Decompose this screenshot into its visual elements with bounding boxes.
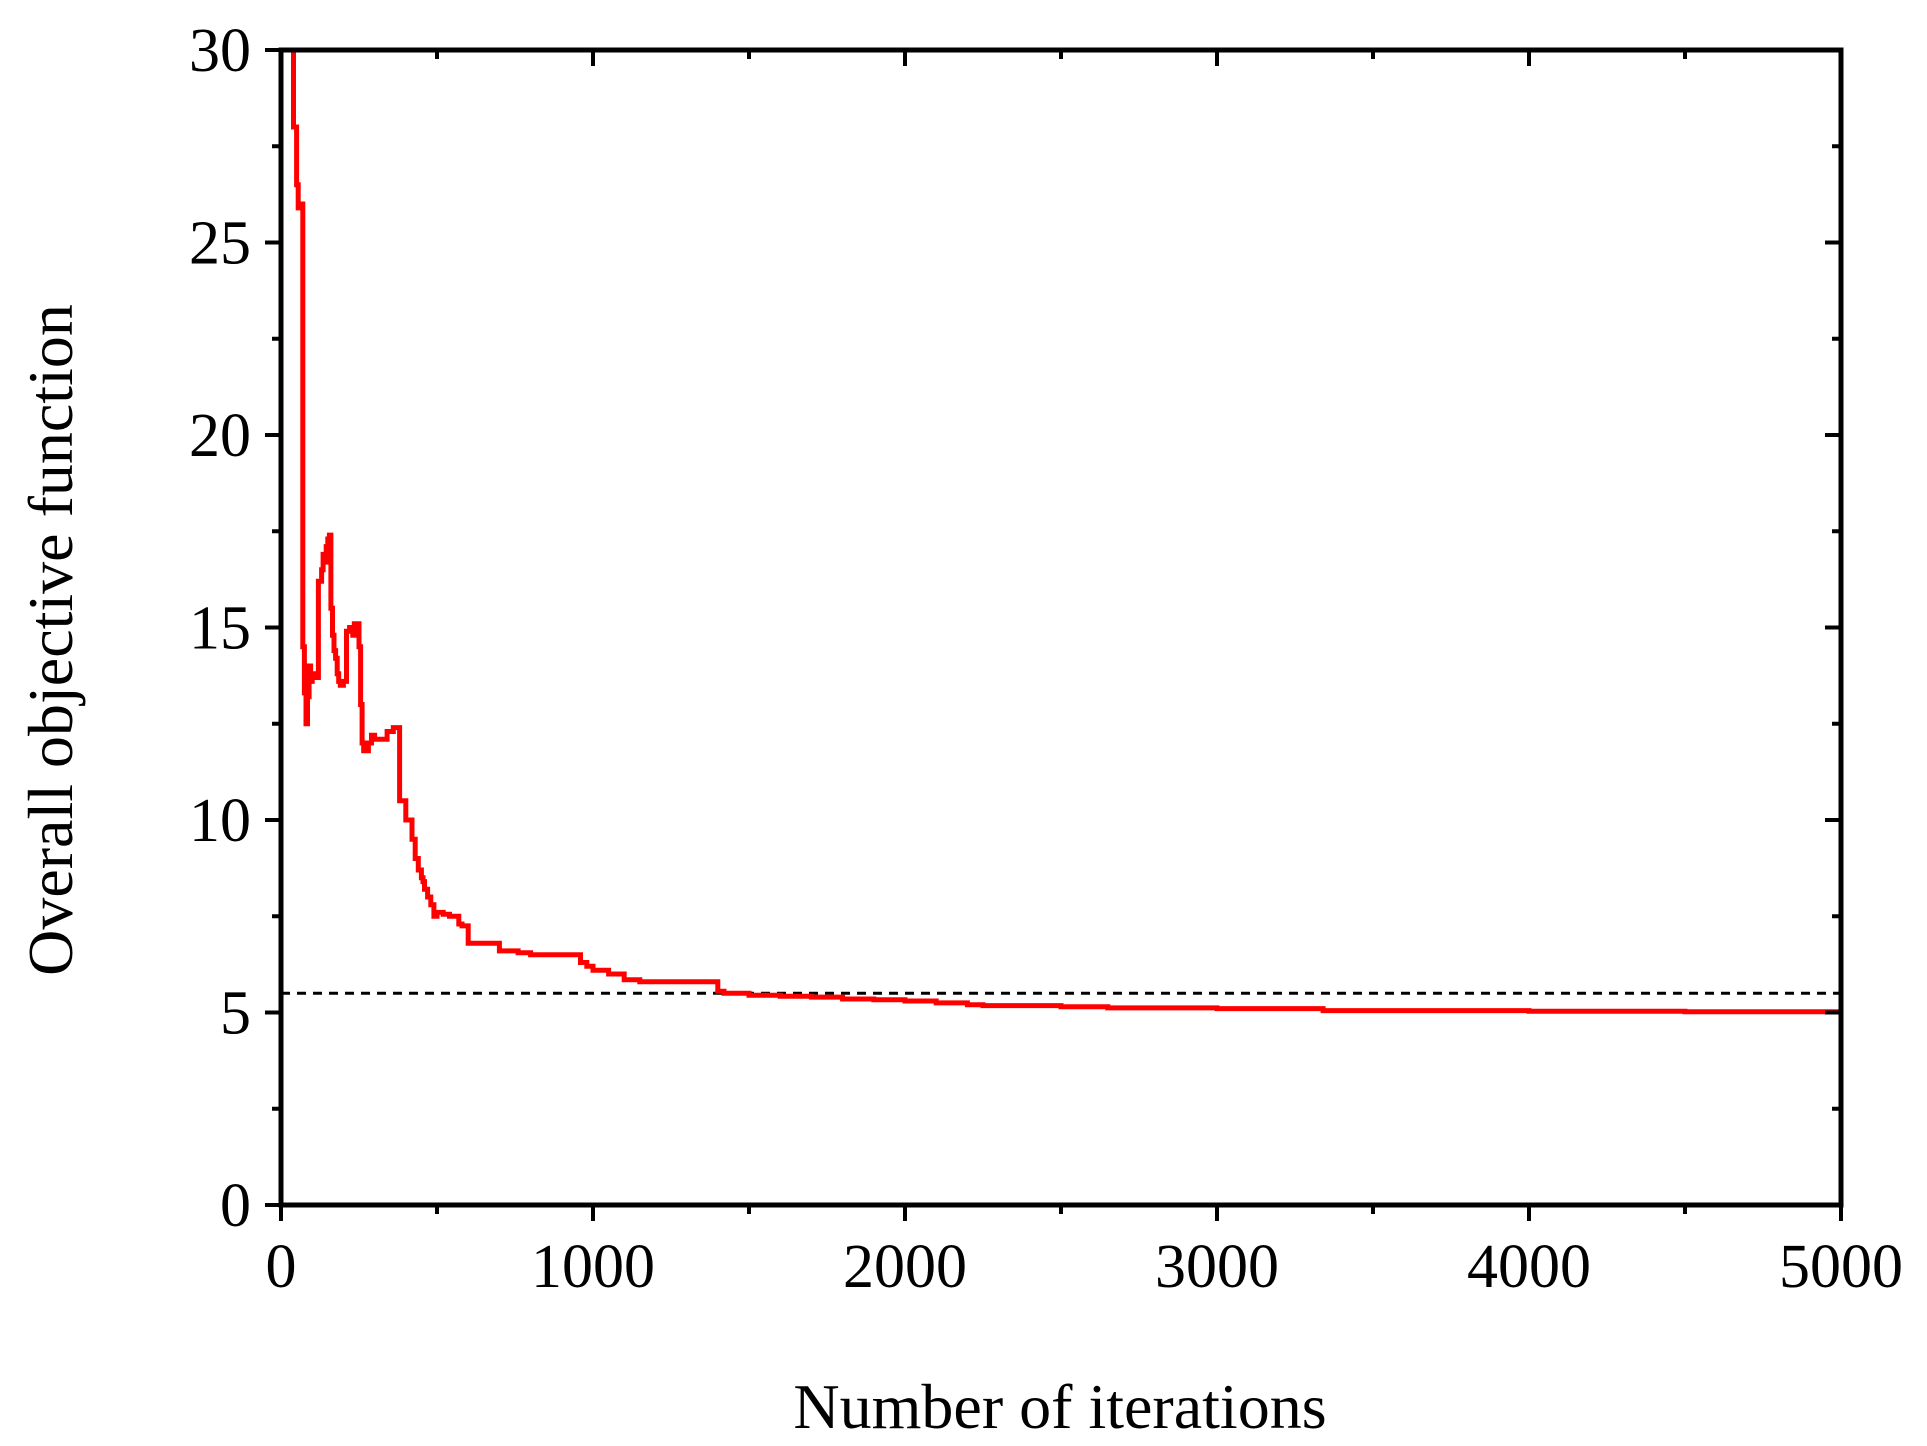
y-tick-label-2: 10 — [189, 787, 251, 855]
x-tick-label-5: 5000 — [1779, 1233, 1903, 1301]
y-tick-label-1: 5 — [220, 980, 251, 1048]
x-tick-label-2: 2000 — [843, 1233, 967, 1301]
y-axis-title: Overall objective function — [15, 304, 86, 976]
series-line-0 — [291, 50, 1841, 1015]
y-tick-label-3: 15 — [189, 595, 251, 663]
y-tick-label-0: 0 — [220, 1172, 251, 1240]
y-tick-label-4: 20 — [189, 402, 251, 470]
tick-labels-layer: 0 1000 2000 3000 4000 5000 0 5 10 15 20 25 30 — [189, 17, 1903, 1301]
y-tick-label-5: 25 — [189, 210, 251, 278]
y-tick-label-6: 30 — [189, 17, 251, 85]
x-tick-label-3: 3000 — [1155, 1233, 1279, 1301]
x-tick-label-4: 4000 — [1467, 1233, 1591, 1301]
ticks-layer — [265, 48, 1843, 1221]
x-axis-title: Number of iterations — [793, 1371, 1326, 1442]
x-tick-label-0: 0 — [266, 1233, 297, 1301]
x-tick-label-1: 1000 — [531, 1233, 655, 1301]
series-layer — [291, 50, 1841, 1015]
